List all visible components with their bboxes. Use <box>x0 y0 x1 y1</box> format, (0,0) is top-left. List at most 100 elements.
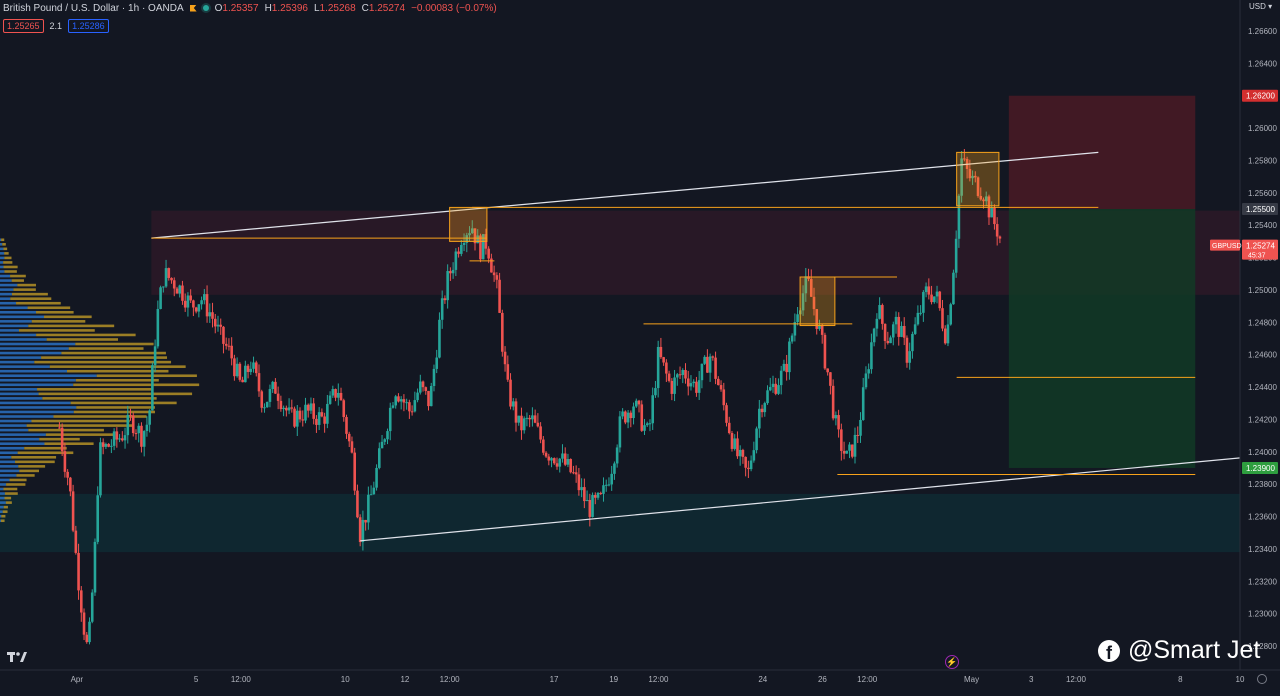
lightning-icon[interactable]: ⚡ <box>945 655 959 669</box>
candle <box>178 284 182 298</box>
candle <box>260 389 264 413</box>
order-block-box[interactable] <box>956 151 1000 207</box>
candle <box>946 315 950 347</box>
gear-icon[interactable] <box>1257 674 1267 684</box>
candle-body <box>949 304 952 325</box>
candle <box>112 428 116 451</box>
candle <box>454 248 458 277</box>
candle-body <box>192 300 195 308</box>
candle-body <box>142 431 146 447</box>
candle-body <box>812 296 816 310</box>
entry-price-text: 1.25500 <box>1246 205 1275 214</box>
candle <box>93 538 97 596</box>
candle-body <box>151 365 154 411</box>
candle <box>922 290 925 322</box>
channel-lower-line[interactable] <box>360 450 1280 542</box>
candle-body <box>460 245 463 254</box>
candle <box>328 391 332 405</box>
price-tick-label: 1.25800 <box>1248 156 1277 165</box>
order-block-box[interactable] <box>449 206 488 242</box>
buy-button[interactable]: 1.25286 <box>68 19 109 33</box>
candle-body <box>222 326 225 344</box>
candle-body <box>82 612 86 635</box>
candle <box>88 617 91 645</box>
candle-body <box>522 418 526 431</box>
order-block-box[interactable] <box>799 276 836 327</box>
candle-body <box>290 407 294 409</box>
time-tick-label: 17 <box>550 675 559 684</box>
volume-profile-bar <box>0 383 74 387</box>
volume-profile-bar <box>0 243 3 246</box>
flag-icon[interactable] <box>189 4 197 12</box>
candle <box>714 351 717 385</box>
candle-body <box>624 411 627 423</box>
volume-profile-bar <box>0 360 35 364</box>
candle <box>905 335 909 368</box>
volume-profile-bar <box>96 374 197 378</box>
tradingview-logo-icon[interactable] <box>7 651 27 663</box>
candle-body <box>63 451 67 472</box>
candle <box>470 220 474 235</box>
candle <box>162 286 165 293</box>
volume-profile-bar <box>0 301 17 305</box>
take-profit-price-label <box>1242 461 1278 474</box>
candle-body <box>700 363 704 381</box>
candle-body <box>435 357 439 369</box>
stop-loss-zone[interactable] <box>1008 95 1196 210</box>
currency-selector[interactable]: USD ▾ <box>1249 2 1272 11</box>
candle <box>131 412 135 437</box>
price-axis[interactable] <box>1240 0 1280 691</box>
candle <box>336 383 340 406</box>
volume-profile-bar <box>42 397 157 400</box>
sell-button[interactable]: 1.25265 <box>3 19 44 33</box>
candle <box>815 309 819 335</box>
candle-body <box>974 175 977 178</box>
candle <box>503 346 507 372</box>
volume-profile-bar <box>0 433 46 436</box>
take-profit-zone[interactable] <box>1008 209 1196 468</box>
candle <box>845 450 849 454</box>
volume-profile-bar <box>39 437 80 441</box>
candle <box>722 382 726 411</box>
volume-profile-bar <box>28 428 104 432</box>
candle-body <box>536 422 540 427</box>
candle <box>460 239 463 257</box>
candle-body <box>378 448 381 468</box>
candle <box>840 423 843 461</box>
price-tick-label: 1.23000 <box>1248 610 1277 619</box>
candle-body <box>328 395 332 404</box>
time-axis[interactable] <box>0 670 1280 691</box>
volume-profile-bar <box>36 333 136 337</box>
candle <box>126 405 130 444</box>
channel-upper-line[interactable] <box>151 151 1099 239</box>
candle-body <box>213 318 217 327</box>
candle <box>583 478 586 509</box>
candle-body <box>602 485 605 494</box>
chart-legend: British Pound / U.S. Dollar · 1h · OANDA… <box>0 0 1243 16</box>
candle-body <box>902 325 906 338</box>
candle <box>676 373 679 386</box>
candle <box>834 411 838 426</box>
volume-profile-bar <box>5 501 12 504</box>
candle <box>506 355 510 382</box>
volume-profile-bar <box>44 315 92 319</box>
volume-profile-bar <box>37 388 152 391</box>
candle <box>391 401 395 409</box>
candle <box>897 312 901 346</box>
candle-body <box>495 275 499 280</box>
candle <box>326 394 329 429</box>
candle-body <box>454 251 458 270</box>
candle <box>982 197 985 209</box>
candle <box>246 363 250 379</box>
symbol-tag-text: GBPUSD <box>1212 243 1242 250</box>
candle <box>823 332 827 370</box>
candle-body <box>730 433 734 449</box>
candle-body <box>60 427 64 452</box>
symbol-title[interactable]: British Pound / U.S. Dollar · 1h · OANDA <box>3 2 184 14</box>
candle-body <box>818 325 821 329</box>
candle <box>285 405 288 417</box>
candle <box>156 300 160 349</box>
candle-body <box>309 403 313 411</box>
